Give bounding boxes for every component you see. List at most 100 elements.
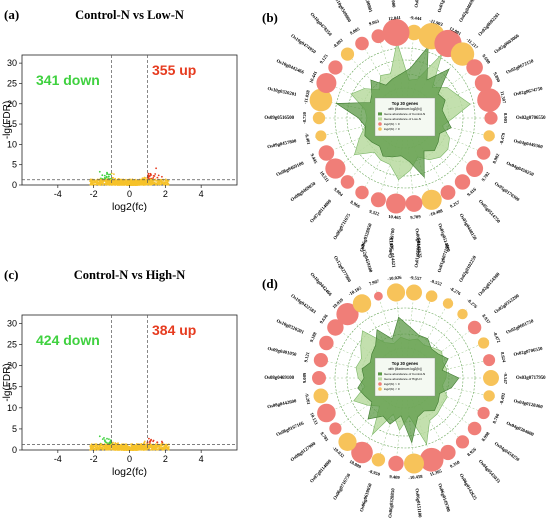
gene-id-label: Os08g0167166 (276, 421, 306, 438)
gene-fc-value: -9.444 (409, 15, 422, 21)
gene-fc-circle (388, 455, 404, 472)
volcano-point (101, 184, 104, 186)
volcano-point (94, 448, 97, 451)
gene-fc-circle (406, 24, 422, 41)
volcano-point (125, 183, 128, 186)
y-tick-label: 30 (7, 318, 17, 328)
volcano-point (106, 181, 108, 184)
volcano-point (95, 181, 97, 184)
gene-id-label: Os08g0469100 (264, 376, 294, 381)
gene-fc-value: 11.307 (499, 91, 507, 105)
y-tick-label: 20 (7, 361, 17, 371)
gene-fc-circle (483, 354, 496, 367)
volcano-point (143, 176, 146, 179)
y-axis-label: -lg(FDR) (2, 101, 13, 139)
gene-fc-value: 9.680 (481, 53, 492, 65)
gene-fc-circle (474, 74, 493, 92)
volcano-point (155, 443, 158, 446)
panel-letter: (c) (4, 267, 18, 282)
volcano-point (103, 437, 105, 439)
gene-fc-circle (483, 390, 495, 402)
volcano-point (89, 445, 92, 447)
gene-fc-value: -10.488 (428, 208, 444, 217)
gene-id-label: Os01g0100466 (415, 0, 423, 8)
gene-fc-circle (483, 370, 499, 386)
gene-fc-circle (327, 319, 344, 336)
legend-swatch (378, 112, 382, 116)
volcano-point (98, 170, 101, 173)
gene-fc-circle (355, 185, 369, 200)
gene-id-label: Os06g0619650 (360, 482, 374, 512)
volcano-point (127, 182, 129, 185)
gene-id-label: Os12g0459100 (359, 244, 373, 274)
volcano-point (117, 442, 119, 445)
data-points (89, 167, 170, 186)
gene-fc-circle (309, 88, 333, 112)
volcano-point (117, 180, 120, 183)
gene-id-label: Os08g0442600 (267, 399, 298, 410)
volcano-point (147, 172, 150, 175)
radar-grid-ring (346, 319, 464, 437)
volcano-point (152, 175, 155, 177)
volcano-point (142, 448, 145, 450)
x-tick-label: 4 (199, 189, 204, 199)
x-tick-label: -4 (54, 454, 62, 464)
center-legend-box (374, 97, 436, 137)
gene-id-label: Os07g0114000 (310, 459, 334, 485)
gene-id-label: Os05g0170300 (493, 182, 520, 204)
volcano-point (116, 183, 119, 186)
panel-letter: (a) (4, 7, 19, 22)
volcano-point (89, 180, 92, 183)
gene-fc-value: 9.709 (410, 214, 422, 220)
gene-fc-value: 9.089 (302, 372, 307, 383)
volcano-point (158, 182, 161, 185)
volcano-point (153, 181, 155, 184)
data-points (89, 435, 170, 451)
volcano-point (123, 449, 126, 451)
gene-fc-value: 9.322 (369, 209, 381, 217)
gene-fc-circle (316, 73, 337, 93)
gene-fc-circle (419, 447, 444, 472)
volcano-point (126, 446, 128, 448)
volcano-point (160, 447, 163, 449)
volcano-point (106, 183, 109, 186)
gene-fc-circle (450, 42, 475, 66)
gene-id-label: Os10g0320201 (275, 319, 305, 336)
volcano-point (109, 173, 112, 176)
gene-fc-value: 9.416 (466, 186, 478, 197)
volcano-point (138, 447, 141, 450)
gene-fc-circle (338, 432, 357, 451)
volcano-point (100, 181, 103, 184)
legend-swatch (378, 117, 382, 121)
volcano-point (124, 445, 127, 447)
volcano-point (134, 184, 137, 186)
volcano-point (115, 448, 117, 451)
volcano-point (133, 180, 135, 183)
gene-fc-value: -11.903 (429, 18, 444, 27)
gene-fc-circle (319, 335, 334, 351)
volcano-point (113, 173, 115, 176)
volcano-point (148, 183, 151, 186)
gene-fc-value: -8.720 (302, 111, 307, 124)
volcano-point (125, 178, 127, 181)
gene-fc-circle (313, 353, 328, 368)
gene-fc-circle (466, 160, 484, 177)
legend-label: Gene abundance of Control-N (384, 112, 425, 116)
volcano-point (120, 449, 122, 451)
gene-id-label: Os01g0600100 (415, 237, 423, 268)
y-tick-label: 15 (7, 119, 17, 129)
volcano-point (123, 181, 126, 184)
gene-fc-value: 9.782 (480, 170, 491, 182)
center-subtitle: with |Maximum log2(fc)| (388, 107, 422, 111)
panel-title: Control-N vs Low-N (75, 8, 184, 22)
up-count-label: 355 up (152, 62, 196, 78)
gene-id-label: Os10g0474950 (289, 34, 316, 56)
gene-fc-value: 9.188 (309, 331, 318, 343)
gene-fc-circle (440, 185, 456, 200)
legend-label: log2(fc) > 0 (384, 122, 400, 126)
y-tick-label: 0 (12, 445, 17, 455)
volcano-point (108, 173, 110, 176)
gene-fc-circle (484, 111, 498, 125)
